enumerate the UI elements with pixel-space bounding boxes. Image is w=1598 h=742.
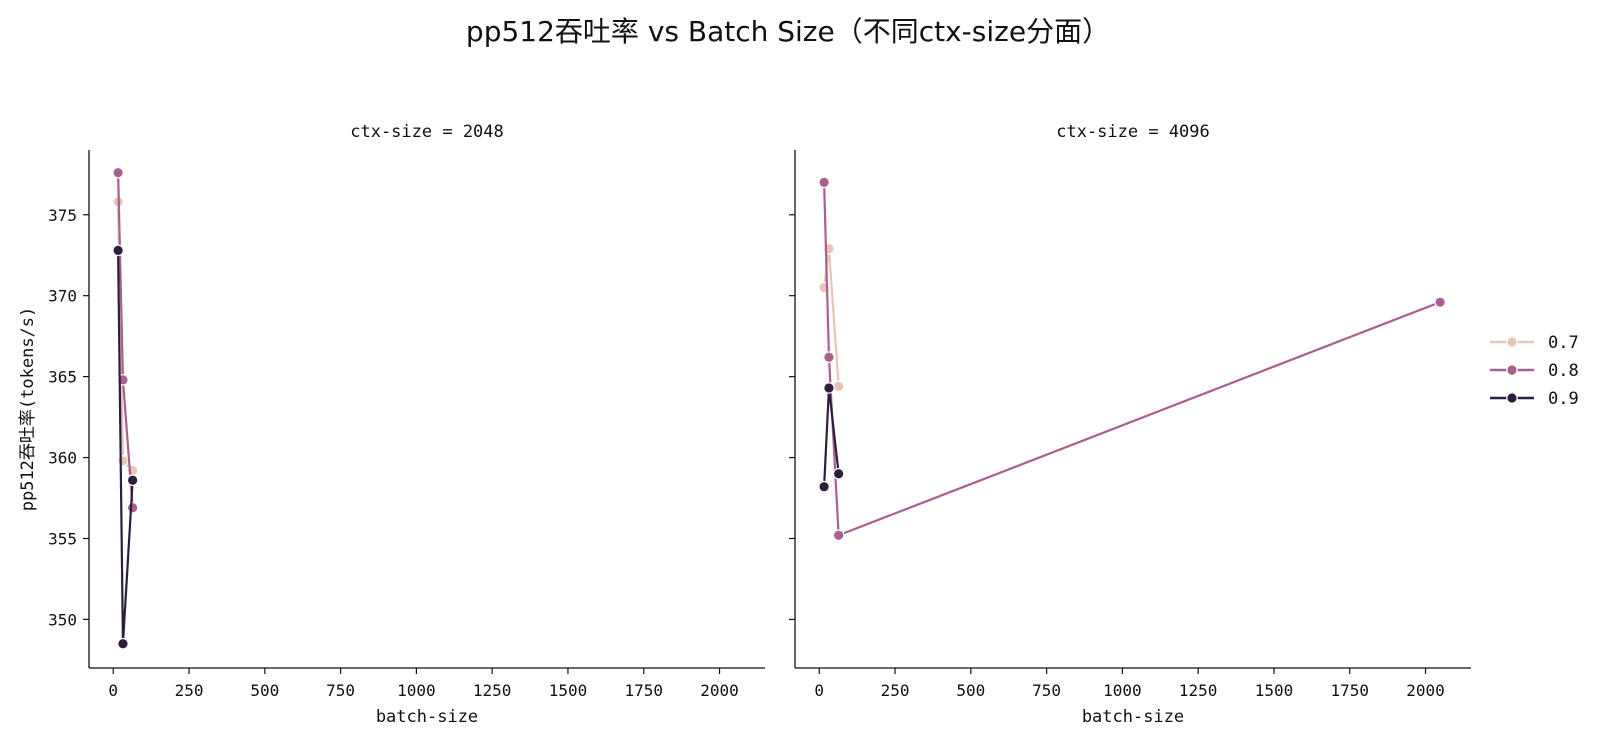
x-tick-label: 250 xyxy=(175,681,204,700)
legend-item-0.7: 0.7 xyxy=(1490,333,1579,353)
legend-label: 0.7 xyxy=(1548,333,1579,353)
legend-item-0.9: 0.9 xyxy=(1490,389,1579,409)
data-point xyxy=(112,166,124,179)
facet-panel-2: ctx-size = 4096 0 250 500 750 1000 1250 1500 175… xyxy=(789,122,1471,727)
x-axis-label: batch-size xyxy=(376,707,478,727)
x-tick-label: 2000 xyxy=(1406,681,1445,700)
series-0.9 xyxy=(112,244,139,650)
x-tick-label: 2000 xyxy=(700,681,739,700)
x-tick-label: 250 xyxy=(881,681,910,700)
y-tick-label: 375 xyxy=(48,206,77,225)
data-point xyxy=(823,382,835,394)
x-tick-label: 1000 xyxy=(1103,681,1142,700)
data-point xyxy=(832,380,845,393)
series-line xyxy=(823,182,1441,537)
x-tick-label: 750 xyxy=(1032,681,1061,700)
chart-title: pp512吞吐率 vs Batch Size（不同ctx-size分面） xyxy=(466,15,1110,48)
series-0.8 xyxy=(818,176,1446,542)
legend-label: 0.8 xyxy=(1548,361,1579,381)
y-tick-label: 370 xyxy=(48,287,77,306)
y-tick-label: 355 xyxy=(48,530,77,549)
x-tick-label: 1500 xyxy=(1255,681,1294,700)
x-tick-label: 1250 xyxy=(1179,681,1218,700)
x-tick-label: 0 xyxy=(108,681,118,700)
y-axis-label: pp512吞吐率(tokens/s) xyxy=(18,307,38,512)
x-tick-label: 1250 xyxy=(473,681,512,700)
legend: 0.7 0.8 0.9 xyxy=(1490,333,1579,409)
x-tick-label: 1750 xyxy=(624,681,663,700)
data-point xyxy=(818,480,830,493)
data-point xyxy=(117,454,129,467)
y-tick-label: 350 xyxy=(48,610,77,629)
panel-title: ctx-size = 2048 xyxy=(350,122,504,142)
series-0.7 xyxy=(818,242,845,393)
facet-panel-1: ctx-size = 2048 0 250 500 750 1000 1250 1500 175… xyxy=(18,122,765,727)
x-tick-label: 0 xyxy=(814,681,824,700)
data-point xyxy=(126,501,139,514)
facet-panels: ctx-size = 2048 0 250 500 750 1000 1250 1500 175… xyxy=(18,122,1471,727)
data-point xyxy=(818,176,830,189)
data-point xyxy=(1434,296,1446,308)
legend-marker xyxy=(1506,364,1518,376)
data-point xyxy=(823,351,835,363)
y-tick-label: 365 xyxy=(48,368,77,387)
y-tick-label: 360 xyxy=(48,449,77,468)
x-axis-label: batch-size xyxy=(1082,707,1184,727)
series-0.7 xyxy=(112,196,139,477)
x-tick-label: 750 xyxy=(326,681,355,700)
x-tick-label: 1750 xyxy=(1330,681,1369,700)
panel-title: ctx-size = 4096 xyxy=(1056,122,1210,142)
series-0.8 xyxy=(112,166,139,514)
legend-item-0.8: 0.8 xyxy=(1490,361,1579,381)
series-0.9 xyxy=(818,382,845,493)
x-tick-label: 1500 xyxy=(549,681,588,700)
x-tick-label: 1000 xyxy=(397,681,436,700)
data-point xyxy=(112,244,124,257)
x-tick-label: 500 xyxy=(250,681,279,700)
legend-label: 0.9 xyxy=(1548,389,1579,409)
legend-marker xyxy=(1506,392,1518,404)
x-tick-label: 500 xyxy=(956,681,985,700)
data-point xyxy=(126,474,139,487)
data-point xyxy=(117,637,129,650)
data-point xyxy=(832,529,845,542)
data-point xyxy=(832,467,845,480)
legend-marker xyxy=(1506,336,1518,348)
